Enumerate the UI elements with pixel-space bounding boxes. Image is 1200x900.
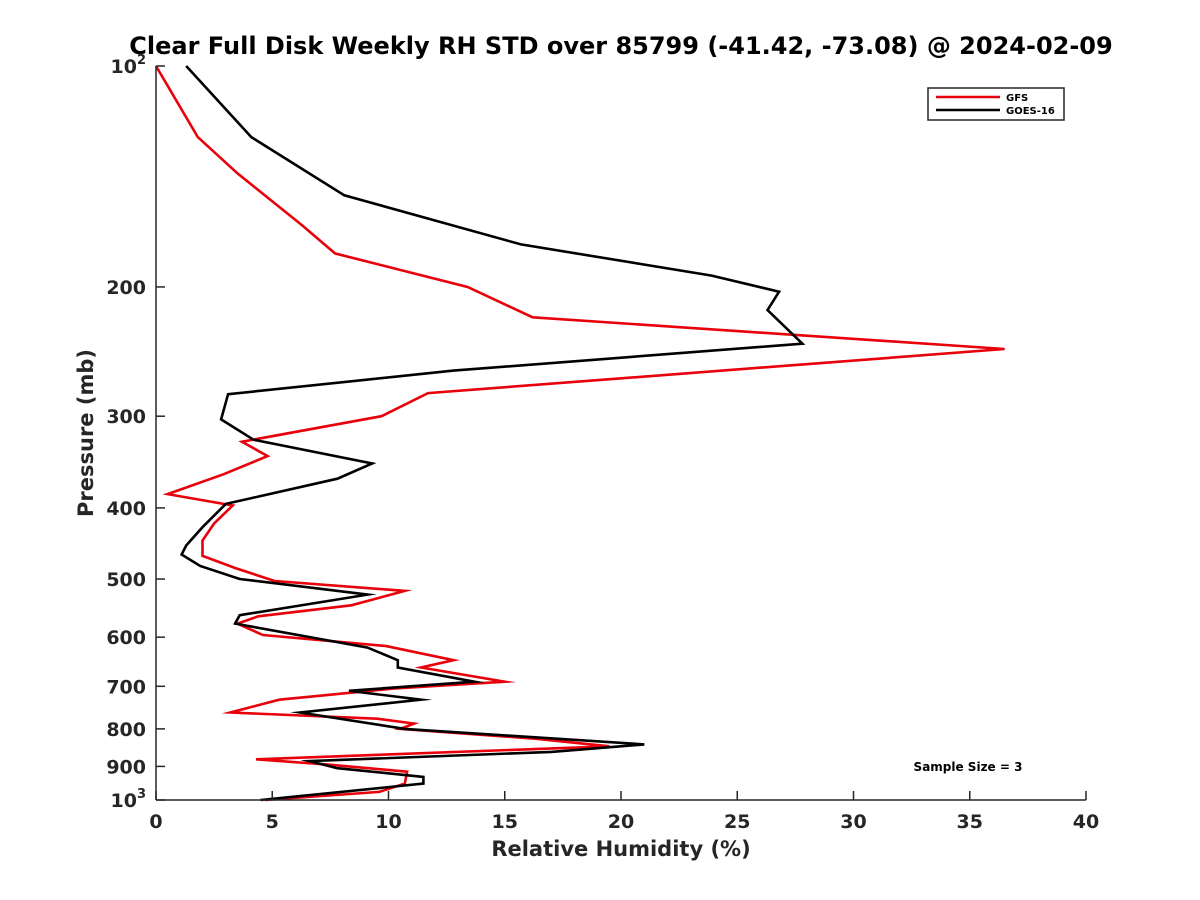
legend: GFS GOES-16 (927, 87, 1065, 121)
x-ticks: 0 5 10 15 20 25 30 35 40 (149, 791, 1099, 833)
x-tick-label: 10 (375, 811, 401, 833)
y-tick-label: 102 (111, 53, 147, 78)
y-tick-label: 103 (111, 787, 147, 812)
x-tick-label: 0 (149, 811, 162, 833)
x-tick-label: 35 (957, 811, 983, 833)
y-tick-label: 700 (106, 676, 146, 698)
x-tick-label: 25 (724, 811, 750, 833)
x-tick-label: 30 (840, 811, 866, 833)
sample-size-annotation: Sample Size = 3 (914, 760, 1023, 774)
legend-label: GOES-16 (1006, 106, 1055, 117)
series-line-gfs (154, 65, 1005, 802)
plot-area (156, 66, 1086, 800)
y-tick-label: 400 (106, 498, 146, 520)
legend-box (927, 87, 1065, 121)
y-tick-label: 900 (106, 756, 146, 778)
y-axis-label: Pressure (mb) (74, 349, 98, 517)
series-layer (154, 65, 1005, 802)
legend-label: GFS (1006, 93, 1028, 104)
y-tick-label: 200 (106, 277, 146, 299)
y-tick-label: 500 (106, 569, 146, 591)
x-tick-label: 5 (266, 811, 279, 833)
y-tick-label: 600 (106, 627, 146, 649)
chart-title: Clear Full Disk Weekly RH STD over 85799… (129, 32, 1112, 60)
x-tick-label: 40 (1073, 811, 1099, 833)
x-tick-label: 15 (492, 811, 518, 833)
legend-items: GFS GOES-16 (936, 93, 1055, 117)
y-tick-label: 300 (106, 406, 146, 428)
y-ticks: 102 200 300 400 500 600 700 800 900 103 (106, 53, 165, 812)
y-tick-label: 800 (106, 719, 146, 741)
series-line-goes-16 (179, 65, 806, 802)
x-axis-label: Relative Humidity (%) (491, 837, 750, 861)
x-tick-label: 20 (608, 811, 634, 833)
